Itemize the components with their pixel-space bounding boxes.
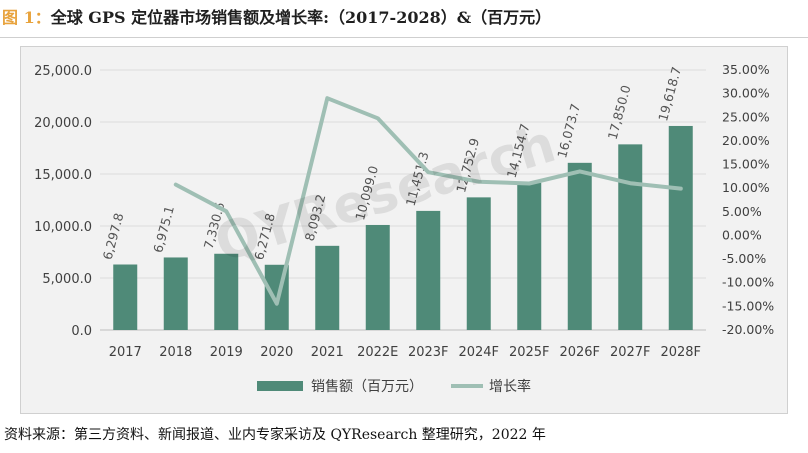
source-note: 资料来源：第三方资料、新闻报道、业内专家采访及 QYResearch 整理研究，… (4, 427, 546, 443)
x-tick-label: 2024F (458, 345, 499, 360)
y-right-tick-label: -20.00% (722, 322, 774, 337)
bar-data-label: 16,073.7 (554, 102, 583, 160)
y-right-tick-label: -15.00% (722, 298, 774, 313)
bar (466, 197, 491, 330)
chart-title: 图 1：全球 GPS 定位器市场销售额及增长率:（2017-2028）&（百万元… (2, 6, 551, 30)
bar (517, 182, 542, 330)
bar-data-label: 6,297.8 (100, 211, 127, 261)
legend-line-label: 增长率 (489, 378, 531, 395)
bar-data-label: 6,975.1 (150, 204, 177, 254)
x-tick-label: 2021 (311, 345, 344, 360)
x-tick-label: 2019 (210, 345, 243, 360)
growth-rate-line (173, 96, 683, 306)
legend-bar-label: 销售额（百万元） (311, 379, 423, 395)
y-left-tick-label: 5,000.0 (42, 272, 92, 287)
y-right-tick-label: -10.00% (722, 275, 774, 290)
legend-bar-swatch (257, 381, 303, 391)
x-tick-label: 2017 (109, 345, 142, 360)
y-right-tick-label: 20.00% (722, 133, 770, 148)
y-right-tick-label: -5.00% (722, 251, 766, 266)
y-right-tick-label: 10.00% (722, 180, 770, 195)
x-tick-label: 2023F (408, 345, 449, 360)
chart-panel (20, 46, 788, 414)
y-left-tick-label: 20,000.0 (34, 116, 92, 131)
y-right-tick-label: 15.00% (722, 157, 770, 172)
y-right-tick-label: 5.00% (722, 204, 762, 219)
y-left-tick-label: 0.0 (71, 324, 92, 339)
bar (668, 125, 693, 331)
y-right-tick-label: 25.00% (722, 109, 770, 124)
bar (163, 257, 188, 330)
bar (315, 245, 340, 330)
bar (618, 144, 643, 330)
x-tick-label: 2022E (357, 345, 398, 360)
bar (567, 162, 592, 330)
bar (365, 224, 390, 330)
bar (113, 264, 138, 330)
bar (214, 253, 239, 330)
figure-label: 图 1： (2, 8, 51, 27)
bar-data-label: 17,850.0 (605, 83, 634, 141)
x-tick-label: 2027F (610, 345, 651, 360)
bar-data-label: 19,618.7 (655, 65, 684, 123)
y-right-tick-label: 35.00% (722, 62, 770, 77)
x-tick-label: 2018 (159, 345, 192, 360)
y-right-tick-label: 0.00% (722, 227, 762, 242)
x-tick-label: 2020 (260, 345, 293, 360)
x-tick-label: 2028F (660, 345, 701, 360)
y-left-tick-label: 15,000.0 (34, 168, 92, 183)
y-left-tick-label: 25,000.0 (34, 64, 92, 79)
title-divider (0, 37, 808, 38)
title-text: 全球 GPS 定位器市场销售额及增长率:（2017-2028）&（百万元） (50, 8, 552, 27)
bar (416, 210, 441, 330)
x-tick-label: 2025F (509, 345, 550, 360)
y-left-tick-label: 10,000.0 (34, 220, 92, 235)
x-tick-label: 2026F (559, 345, 600, 360)
y-right-tick-label: 30.00% (722, 86, 770, 101)
